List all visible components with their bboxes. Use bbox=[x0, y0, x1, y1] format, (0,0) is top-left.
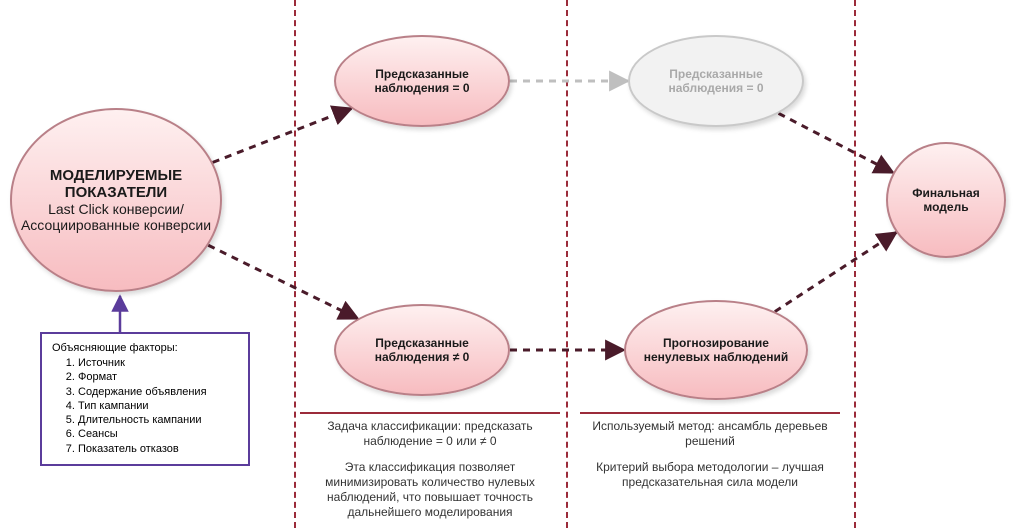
node-forecast-nonzero: Прогнозирование ненулевых наблюдений bbox=[624, 300, 808, 400]
node-final-model: Финальная модель bbox=[886, 142, 1006, 258]
list-item: Тип кампании bbox=[78, 399, 238, 413]
list-item: Показатель отказов bbox=[78, 442, 238, 456]
node-predicted-nonzero: Предсказанные наблюдения ≠ 0 bbox=[334, 304, 510, 396]
caption-classification-task: Задача классификации: предсказать наблюд… bbox=[300, 412, 560, 449]
explanatory-factors-title: Объясняющие факторы: bbox=[52, 342, 238, 354]
list-item: Формат bbox=[78, 370, 238, 384]
list-item: Сеансы bbox=[78, 427, 238, 441]
node-predicted-zero: Предсказанные наблюдения = 0 bbox=[334, 35, 510, 127]
section-separator-1 bbox=[294, 0, 296, 528]
list-item: Источник bbox=[78, 356, 238, 370]
section-separator-3 bbox=[854, 0, 856, 528]
section-separator-2 bbox=[566, 0, 568, 528]
caption-method-criterion: Критерий выбора методологии – лучшая пре… bbox=[580, 460, 840, 490]
explanatory-factors-box: Объясняющие факторы: ИсточникФорматСодер… bbox=[40, 332, 250, 466]
list-item: Длительность кампании bbox=[78, 413, 238, 427]
node-final-model-label: Финальная модель bbox=[896, 186, 996, 214]
explanatory-factors-list: ИсточникФорматСодержание объявленияТип к… bbox=[52, 356, 238, 456]
list-item: Содержание объявления bbox=[78, 385, 238, 399]
caption-method-used: Используемый метод: ансамбль деревьев ре… bbox=[580, 412, 840, 449]
node-predicted-nonzero-label: Предсказанные наблюдения ≠ 0 bbox=[344, 336, 500, 364]
node-source: МОДЕЛИРУЕМЫЕ ПОКАЗАТЕЛИ Last Click конве… bbox=[10, 108, 222, 292]
node-predicted-zero-label: Предсказанные наблюдения = 0 bbox=[344, 67, 500, 95]
node-predicted-zero-muted-label: Предсказанные наблюдения = 0 bbox=[638, 67, 794, 95]
node-source-title: МОДЕЛИРУЕМЫЕ ПОКАЗАТЕЛИ bbox=[20, 167, 212, 201]
node-forecast-nonzero-label: Прогнозирование ненулевых наблюдений bbox=[634, 336, 798, 364]
node-source-subtitle: Last Click конверсии/ Ассоциированные ко… bbox=[20, 201, 212, 233]
caption-classification-note: Эта классификация позволяет минимизирова… bbox=[300, 460, 560, 520]
node-predicted-zero-muted: Предсказанные наблюдения = 0 bbox=[628, 35, 804, 127]
